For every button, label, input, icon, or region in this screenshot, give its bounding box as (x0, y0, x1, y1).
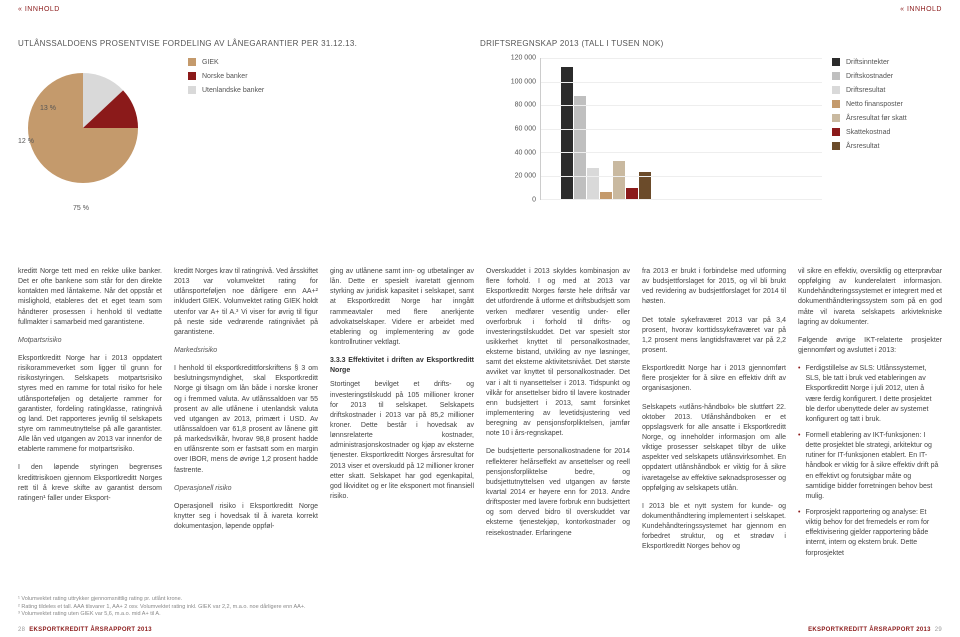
legend-item: Årsresultat (832, 142, 942, 150)
legend-item: Skattekostnad (832, 128, 942, 136)
pie-chart (18, 63, 148, 193)
column-5: fra 2013 er brukt i forbindelse med utfo… (642, 267, 786, 565)
pie-label-a: 13 % (40, 105, 56, 112)
legend-item: Driftsinntekter (832, 58, 942, 66)
pie-chart-block: UTLÅNSSALDOENS PROSENTVISE FORDELING AV … (18, 19, 480, 249)
pie-label-b: 12 % (18, 138, 34, 145)
legend-item: Årsresultat før skatt (832, 114, 942, 122)
legend-item: Norske banker (188, 72, 264, 80)
column-2: kreditt Norges krav til ratingnivå. Ved … (174, 267, 318, 565)
bar-chart-block: DRIFTSREGNSKAP 2013 (TALL I TUSEN NOK) 1… (480, 19, 942, 249)
legend-item: GIEK (188, 58, 264, 66)
column-1: kreditt Norge tett med en rekke ulike ba… (18, 267, 162, 565)
bar (574, 96, 586, 199)
legend-item: Driftskostnader (832, 72, 942, 80)
page-footer-left: 28 EKSPORTKREDITT ÅRSRAPPORT 2013 (18, 627, 152, 633)
bar (561, 67, 573, 199)
bar (626, 188, 638, 199)
bar (587, 168, 599, 199)
bar-title: DRIFTSREGNSKAP 2013 (TALL I TUSEN NOK) (480, 39, 942, 48)
legend-item: Netto finansposter (832, 100, 942, 108)
column-4: Overskuddet i 2013 skyldes kombinasjon a… (486, 267, 630, 565)
page-footer-right: EKSPORTKREDITT ÅRSRAPPORT 2013 29 (808, 627, 942, 633)
bar (600, 192, 612, 199)
column-6: vil sikre en effektiv, oversiktlig og et… (798, 267, 942, 565)
pie-title: UTLÅNSSALDOENS PROSENTVISE FORDELING AV … (18, 39, 480, 48)
header-right: INNHOLD (900, 6, 942, 13)
pie-label-c: 75 % (73, 205, 89, 212)
column-3: ging av utlånene samt inn- og utbetaling… (330, 267, 474, 565)
header-left: INNHOLD (18, 6, 60, 13)
footnotes: ¹ Volumvektet rating uttrykker gjennomsn… (18, 596, 306, 619)
pie-legend: GIEK Norske banker Utenlandske banker (188, 58, 264, 100)
legend-item: Driftsresultat (832, 86, 942, 94)
bar-legend: Driftsinntekter Driftskostnader Driftsresu… (832, 58, 942, 156)
bar (613, 161, 625, 199)
legend-item: Utenlandske banker (188, 86, 264, 94)
